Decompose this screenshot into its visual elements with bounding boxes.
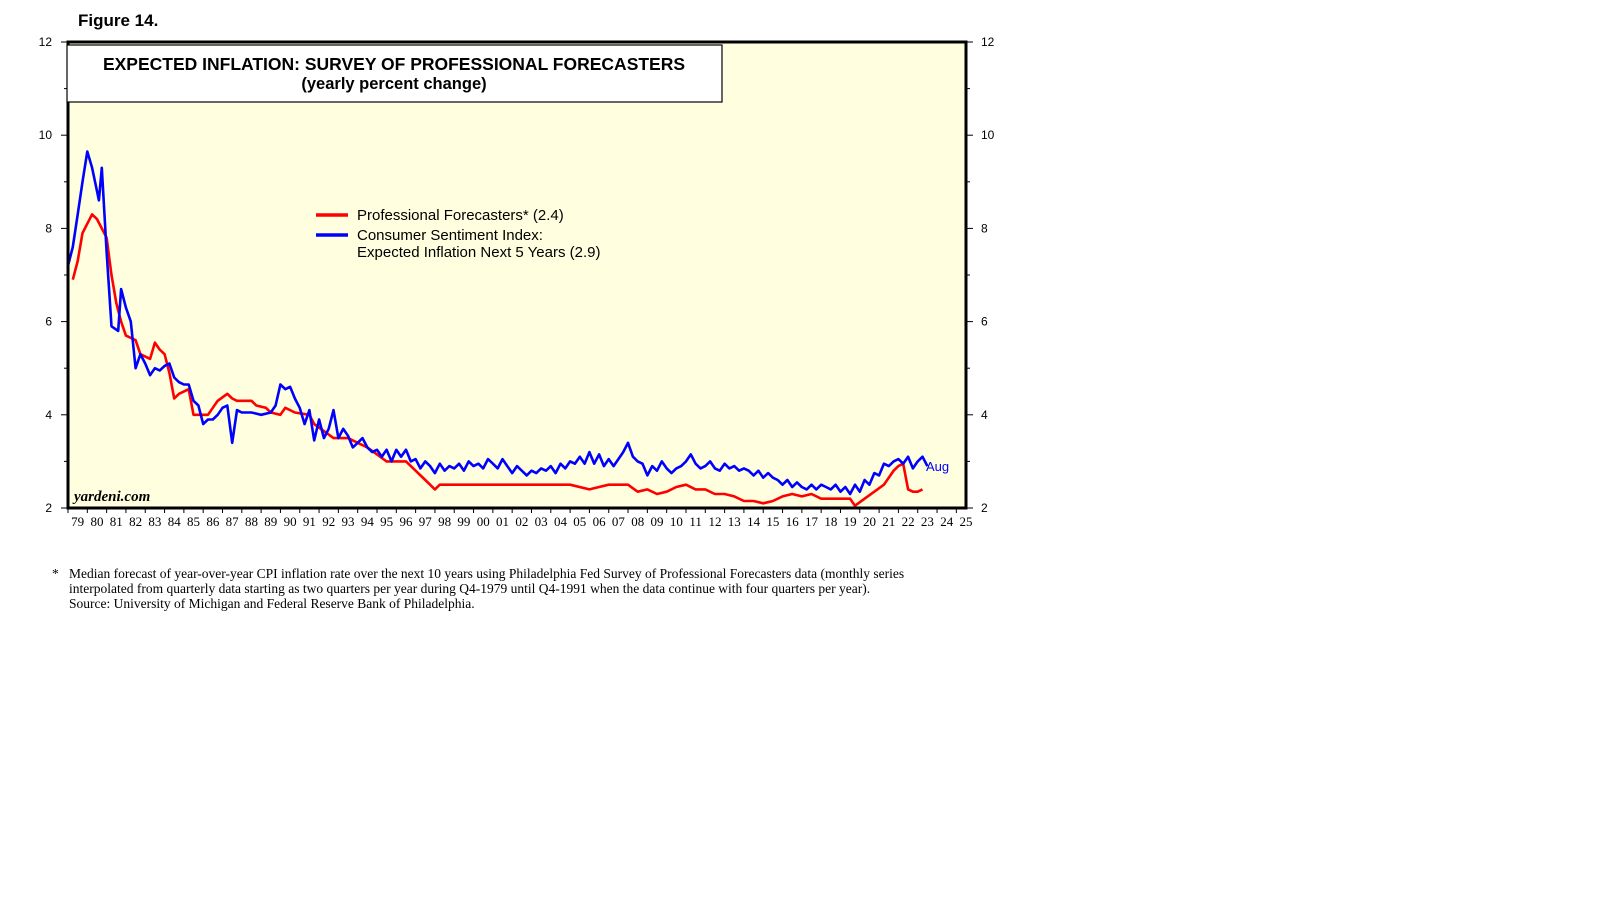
- x-tick-label: 87: [226, 514, 240, 529]
- x-tick-label: 14: [747, 514, 761, 529]
- x-tick-label: 24: [940, 514, 954, 529]
- x-tick-label: 19: [844, 514, 857, 529]
- x-tick-label: 82: [129, 514, 142, 529]
- series-layer: [66, 150, 929, 507]
- x-tick-label: 80: [90, 514, 103, 529]
- footnote-line: Median forecast of year-over-year CPI in…: [69, 566, 905, 581]
- legend-label-professional: Professional Forecasters* (2.4): [357, 207, 564, 224]
- x-tick-label: 90: [284, 514, 297, 529]
- x-tick-label: 20: [863, 514, 876, 529]
- y-tick-label-left: 10: [39, 128, 53, 142]
- x-tick-label: 12: [708, 514, 721, 529]
- x-tick-label: 15: [766, 514, 779, 529]
- x-tick-label: 97: [419, 514, 433, 529]
- legend-item-consumer: Consumer Sentiment Index: Expected Infla…: [316, 227, 600, 261]
- x-tick-label: 84: [168, 514, 182, 529]
- x-tick-label: 03: [535, 514, 548, 529]
- footnote-marker: *: [52, 566, 59, 581]
- x-tick-label: 08: [631, 514, 644, 529]
- x-tick-label: 17: [805, 514, 819, 529]
- legend-item-professional: Professional Forecasters* (2.4): [316, 207, 564, 224]
- x-tick-label: 05: [573, 514, 586, 529]
- aug-annotation: Aug: [926, 459, 949, 474]
- y-tick-label-right: 10: [981, 128, 995, 142]
- x-tick-label: 81: [110, 514, 123, 529]
- watermark: yardeni.com: [72, 489, 150, 505]
- x-tick-label: 83: [148, 514, 161, 529]
- y-tick-label-right: 8: [981, 221, 988, 235]
- y-tick-label-right: 6: [981, 315, 988, 329]
- series-line-professional: [71, 213, 924, 507]
- x-tick-label: 86: [206, 514, 220, 529]
- x-tick-label: 89: [264, 514, 277, 529]
- x-tick-label: 11: [689, 514, 702, 529]
- x-tick-label: 07: [612, 514, 626, 529]
- x-tick-label: 16: [786, 514, 800, 529]
- footnote-line: interpolated from quarterly data startin…: [69, 581, 871, 596]
- footnote-line: Source: University of Michigan and Feder…: [69, 596, 475, 611]
- x-tick-label: 06: [593, 514, 607, 529]
- y-tick-label-left: 8: [45, 221, 52, 235]
- x-tick-label: 88: [245, 514, 258, 529]
- x-tick-label: 98: [438, 514, 451, 529]
- legend-label-consumer: Consumer Sentiment Index: Expected Infla…: [357, 227, 600, 261]
- x-tick-label: 21: [882, 514, 895, 529]
- x-tick-label: 93: [342, 514, 355, 529]
- footnote: * Median forecast of year-over-year CPI …: [52, 566, 1042, 611]
- x-tick-label: 23: [921, 514, 934, 529]
- x-tick-label: 10: [670, 514, 683, 529]
- plot-background: [68, 42, 966, 508]
- x-tick-label: 13: [728, 514, 741, 529]
- x-tick-label: 22: [902, 514, 915, 529]
- chart-title: EXPECTED INFLATION: SURVEY OF PROFESSION…: [103, 54, 685, 74]
- series-line-consumer: [66, 150, 929, 496]
- x-tick-label: 18: [824, 514, 837, 529]
- figure-label: Figure 14.: [78, 11, 159, 30]
- x-tick-label: 92: [322, 514, 335, 529]
- x-tick-label: 99: [457, 514, 470, 529]
- y-tick-label-right: 12: [981, 35, 995, 49]
- x-tick-label: 85: [187, 514, 200, 529]
- y-tick-label-left: 2: [45, 501, 52, 515]
- x-tick-label: 94: [361, 514, 375, 529]
- x-tick-label: 01: [496, 514, 509, 529]
- title-box: EXPECTED INFLATION: SURVEY OF PROFESSION…: [66, 44, 723, 103]
- x-tick-label: 00: [477, 514, 490, 529]
- x-tick-label: 79: [71, 514, 84, 529]
- x-tick-label: 91: [303, 514, 316, 529]
- x-tick-label: 95: [380, 514, 393, 529]
- chart-subtitle: (yearly percent change): [301, 75, 486, 93]
- x-tick-label: 25: [960, 514, 973, 529]
- x-tick-label: 02: [515, 514, 528, 529]
- x-tick-label: 04: [554, 514, 568, 529]
- y-tick-label-right: 4: [981, 408, 988, 422]
- x-tick-label: 96: [399, 514, 413, 529]
- x-tick-label: 09: [651, 514, 664, 529]
- y-tick-label-left: 6: [45, 315, 52, 329]
- legend: Professional Forecasters* (2.4) Consumer…: [316, 207, 600, 261]
- y-tick-label-right: 2: [981, 501, 988, 515]
- y-tick-label-left: 12: [39, 35, 53, 49]
- y-tick-label-left: 4: [45, 408, 52, 422]
